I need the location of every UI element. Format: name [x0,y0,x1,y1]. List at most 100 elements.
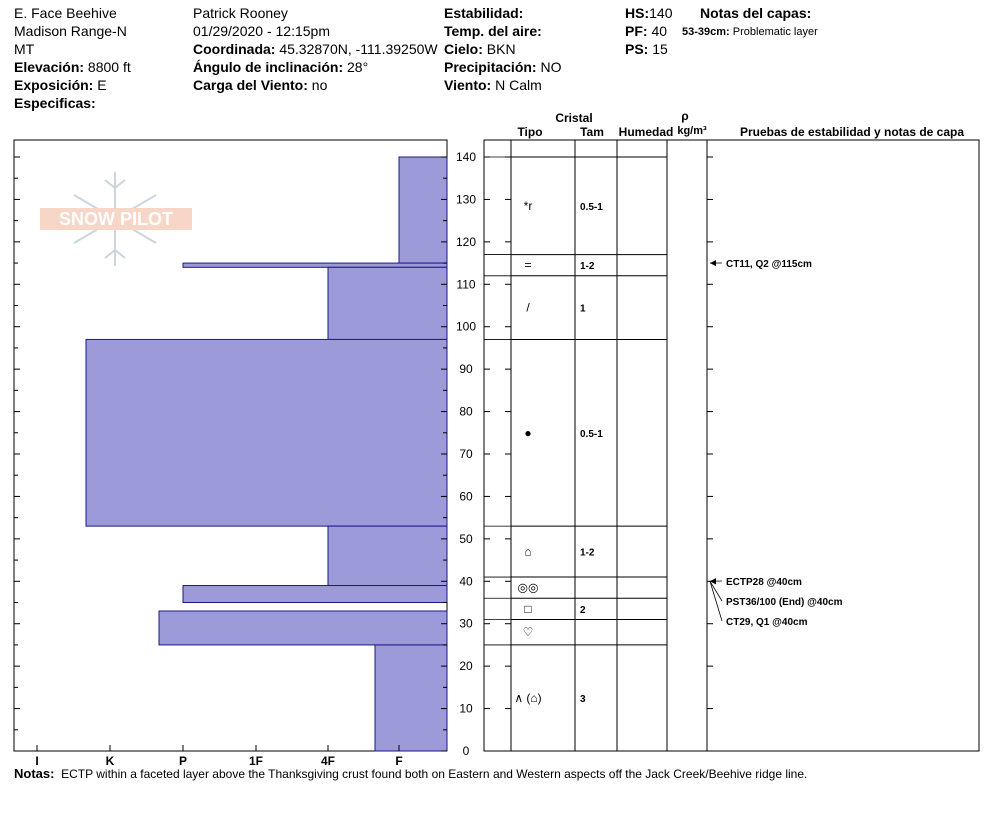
left-y-ticks [14,156,447,752]
sky-row: Cielo: BKN [444,40,516,58]
depth-tick-label: 90 [459,362,473,376]
layer-notes-label: Notas del capas: [700,5,812,21]
pf-label: PF: [625,23,648,39]
precip-row: Precipitación: NO [444,58,561,76]
ps-value: 15 [652,41,668,57]
airtemp-label: Temp. del aire: [444,23,542,39]
ps-row: PS: 15 [625,40,668,58]
stability-tests: CT11, Q2 @115cm ECTP28 @40cm PST36/100 (En… [709,259,843,628]
hardness-tick-label: K [106,754,115,768]
datetime: 01/29/2020 - 12:15pm [193,23,330,39]
state: MT [14,41,35,57]
depth-tick-label: 80 [459,405,473,419]
elevation-row: Elevación: 8800 ft [14,58,131,76]
test-leader [709,581,723,622]
grain-type: = [524,258,531,272]
depth-tick-label: 60 [459,489,473,503]
stability-row: Estabilidad: [444,4,523,22]
wind-label: Viento: [444,77,492,93]
test-label: PST36/100 (End) @40cm [726,597,843,608]
test-label: CT11, Q2 @115cm [726,259,812,270]
tests-header: Pruebas de estabilidad y notas de capa [740,125,964,139]
aspect-row: Exposición: E [14,76,107,94]
wind-value: N Calm [495,77,542,93]
windload-label: Carga del Viento: [193,77,308,93]
windload-value: no [311,77,328,93]
moisture-header: Humedad [619,125,674,139]
grain-size: 1-2 [580,548,595,559]
pf-row: PF: 40 [625,22,667,40]
grain-type: / [526,301,530,315]
hardness-tick-label: F [395,754,402,768]
hardness-bar [158,610,448,646]
sky-label: Cielo: [444,41,483,57]
hs-value: 140 [649,5,673,21]
hardness-bar [374,644,448,752]
hs-row: HS:140 [625,4,672,22]
coord-row: Coordinada: 45.32870N, -111.39250W [193,40,438,58]
precip-label: Precipitación: [444,59,537,75]
grain-type: ∧ (⌂) [514,691,541,705]
grain-type: *r [524,199,533,213]
location: E. Face Beehive [14,5,117,21]
depth-tick-label: 130 [456,192,476,206]
incline-row: Ángulo de inclinación: 28° [193,58,368,76]
hardness-tick-label: 4F [321,754,335,768]
aspect-label: Exposición: [14,77,94,93]
depth-tick-label: 40 [459,574,473,588]
table-frame [483,139,980,752]
depth-tick-label: 100 [456,320,476,334]
grain-size: 3 [580,694,586,705]
logo-text: SNOW PILOT [59,209,173,229]
test-arrow [710,260,716,267]
grain-size: 1-2 [580,261,595,272]
hardness-bar [398,156,448,264]
notes: Notas: ECTP within a faceted layer above… [14,766,807,781]
depth-tick-label: 10 [459,702,473,716]
depth-tick-label: 30 [459,617,473,631]
coord-label: Coordinada: [193,41,276,57]
grain-size: 0.5-1 [580,202,603,213]
specifics-row: Especificas: [14,94,96,112]
stability-label: Estabilidad: [444,5,524,21]
incline-label: Ángulo de inclinación: [193,59,344,75]
hardness-tick-label: I [35,754,38,768]
notes-text: ECTP within a faceted layer above the Th… [61,767,808,781]
sky-value: BKN [486,41,516,57]
layer-note-text: Problematic layer [732,26,818,38]
elevation-label: Elevación: [14,59,85,75]
test-label: ECTP28 @40cm [726,577,802,588]
aspect-value: E [97,77,107,93]
layer-note: 53-39cm: Problematic layer [682,23,818,41]
depth-tick-label: 0 [463,744,470,758]
coord-value: 45.32870N, -111.39250W [279,41,438,57]
grain-type: ⌂ [524,545,531,559]
notes-label: Notas: [14,766,55,781]
hardness-bar [182,585,448,603]
hardness-bar [182,262,448,268]
hardness-bar [85,338,448,527]
depth-tick-label: 50 [459,532,473,546]
crystal-header: Cristal [555,111,592,125]
size-header: Tam [580,125,604,139]
hardness-bar [327,266,448,340]
ps-label: PS: [625,41,649,57]
hs-label: HS: [625,5,650,21]
hardness-bar [327,525,448,587]
density-unit-header: kg/m³ [677,125,707,137]
test-label: CT29, Q1 @40cm [726,617,808,628]
grain-size: 2 [580,605,586,616]
depth-tick-label: 20 [459,659,473,673]
rho-header: ρ [681,109,688,123]
grain-size: 0.5-1 [580,429,603,440]
depth-tick-label: 70 [459,447,473,461]
hardness-tick-label: P [179,754,187,768]
precip-value: NO [540,59,562,75]
test-arrow [710,578,716,585]
depth-tick-label: 120 [456,235,476,249]
elevation-value: 8800 ft [87,59,131,75]
table-layers: *r 0.5-1 = 1-2 / 1 ● 0.5-1 ⌂ 1-2 ◎◎ □ 2 ♡ ∧ (⌂) 3 [484,156,667,705]
type-header: Tipo [517,125,542,139]
depth-axis: 0 10 20 30 40 50 60 70 80 90 100 110 120 130 140 [456,150,713,758]
